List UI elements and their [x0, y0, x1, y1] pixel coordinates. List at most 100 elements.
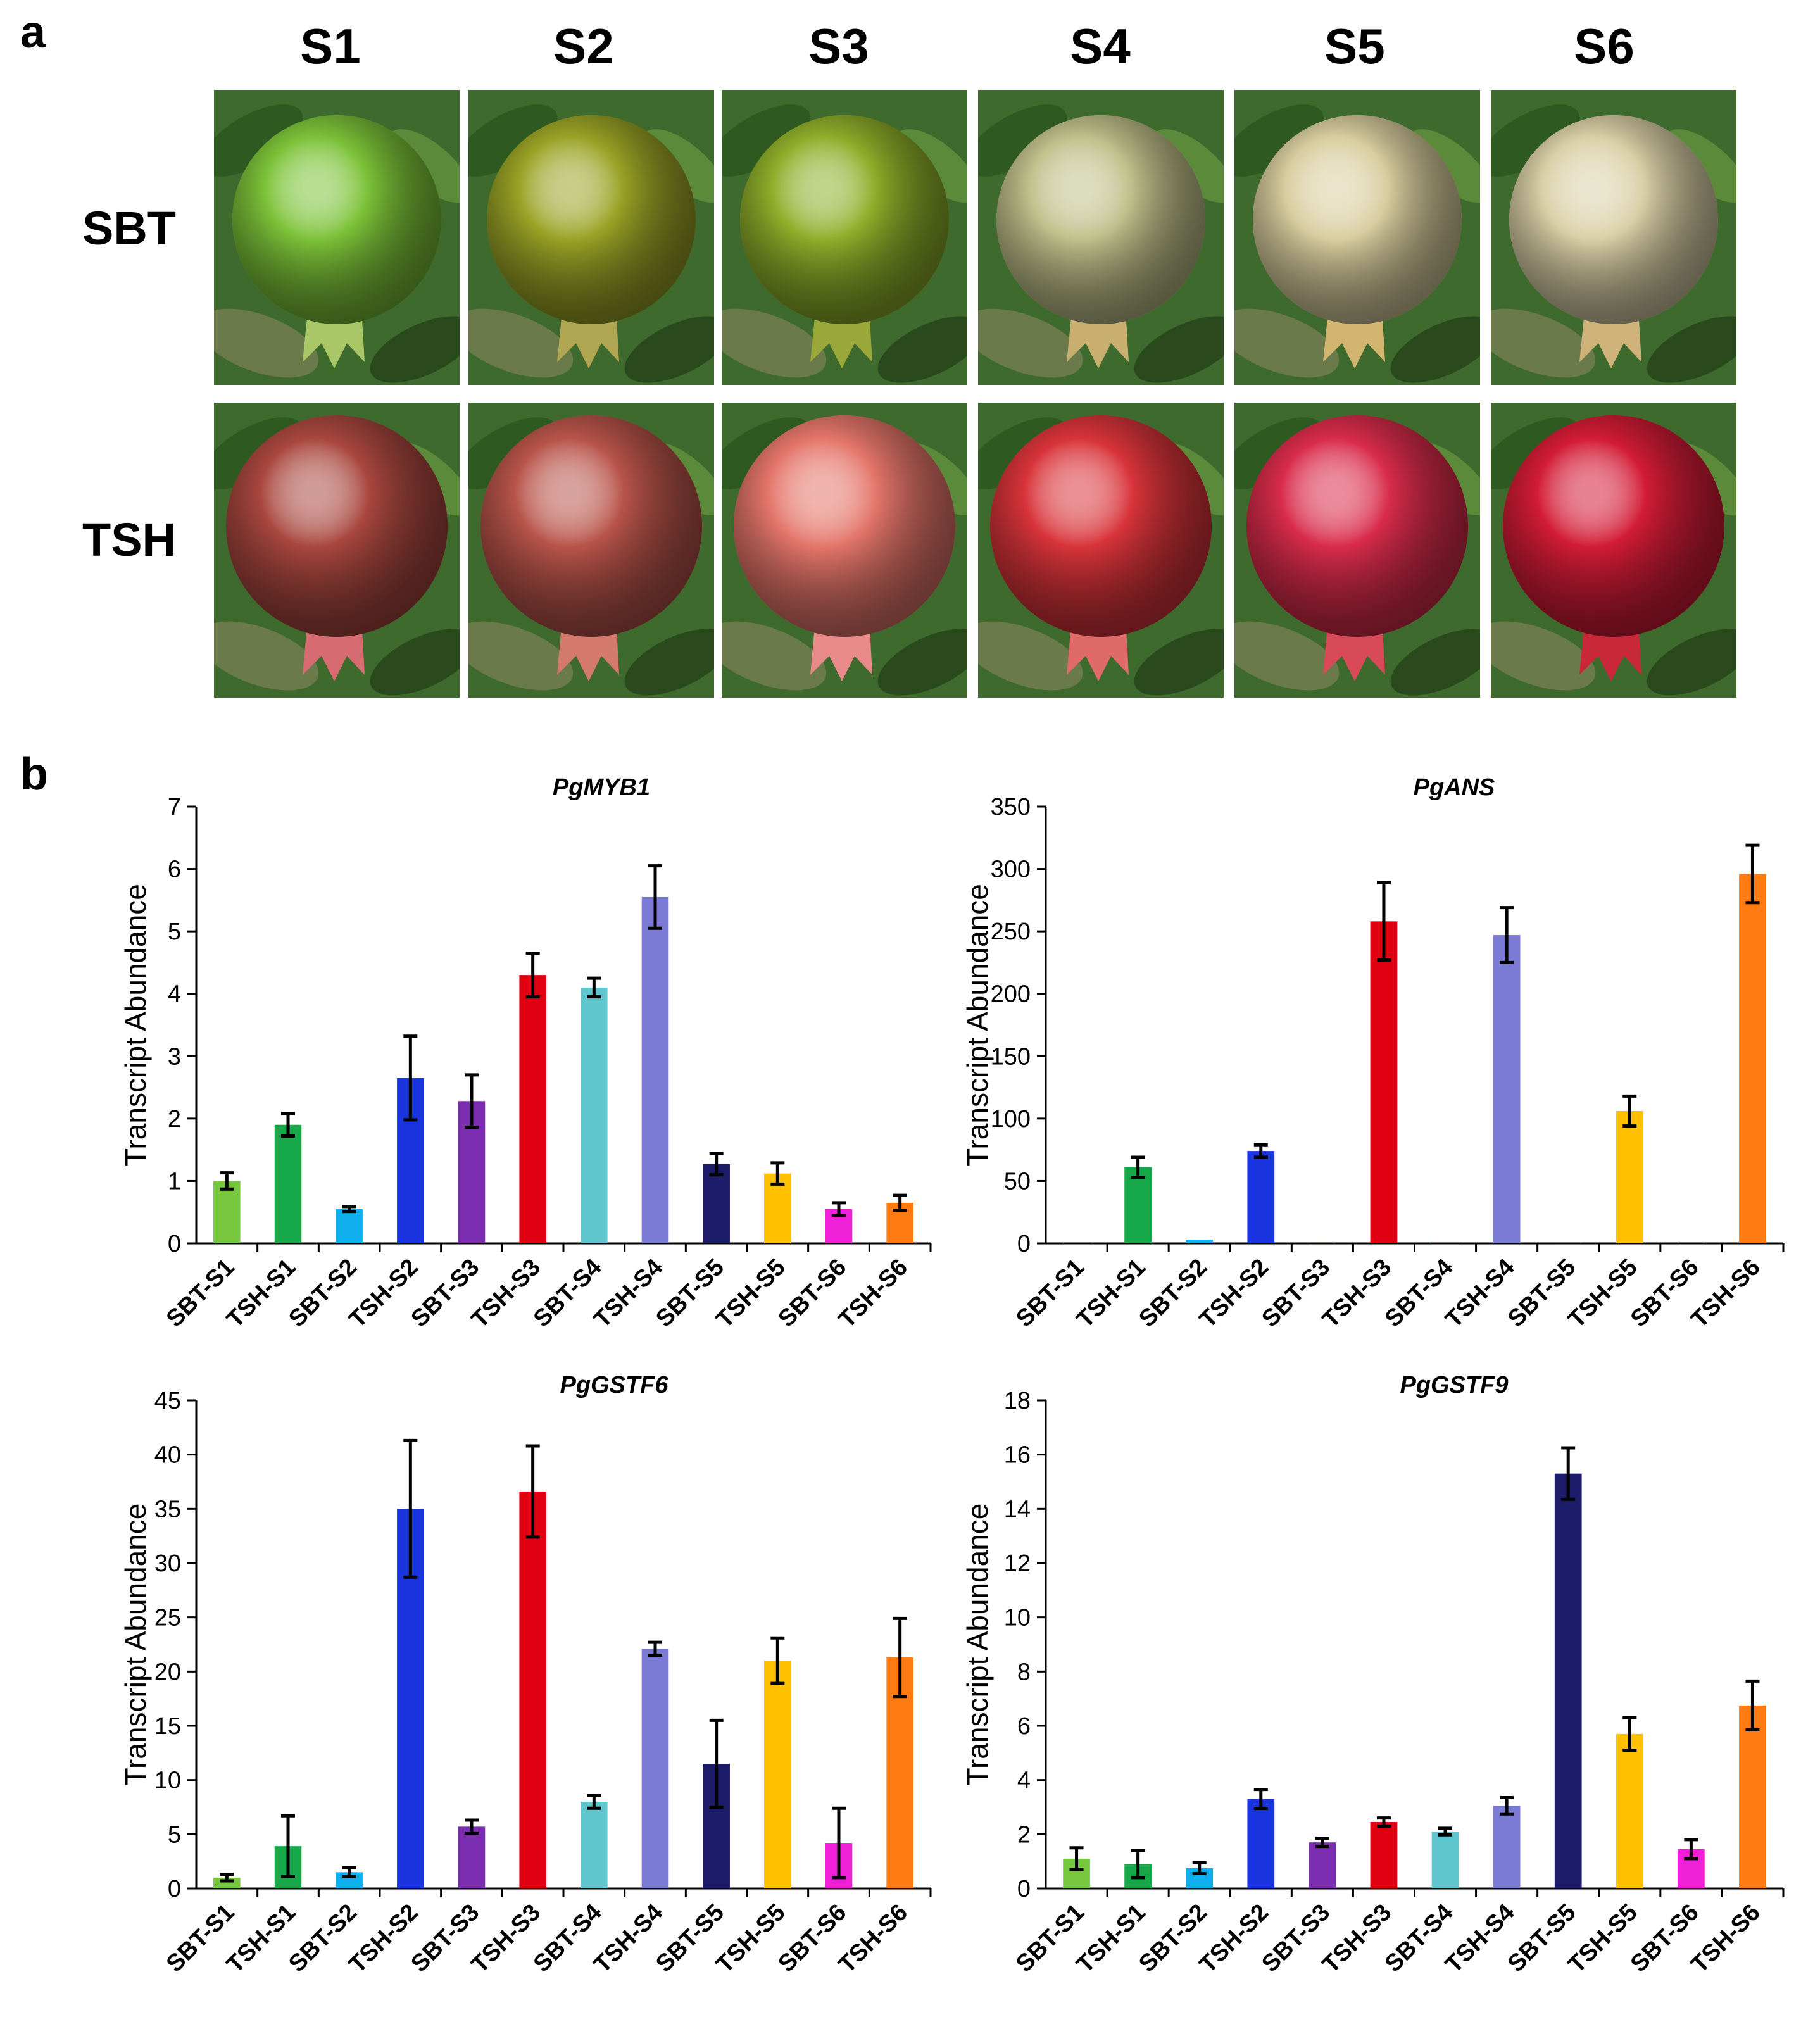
- bar-sbt-s2: [1186, 1240, 1214, 1243]
- fruit-photo-tsh-s2: [468, 403, 714, 698]
- x-tick-label: TSH-S3: [467, 1254, 546, 1333]
- bar-sbt-s2: [336, 1209, 363, 1243]
- y-tick-label: 12: [1004, 1550, 1031, 1577]
- fruit-photo-tsh-s6: [1491, 403, 1736, 698]
- x-tick-label: TSH-S4: [589, 1899, 668, 1978]
- fruit-photo-tsh-s1: [214, 403, 460, 698]
- chart-pgans: PgANS Transcript Abundance 0 50 100 150 200 250…: [961, 774, 1785, 1333]
- bar-tsh-s2: [1247, 1799, 1275, 1888]
- bar-tsh-s4: [1493, 1806, 1521, 1888]
- stage-label-s1: S1: [300, 18, 361, 74]
- fruit-photo-sbt-s4: [978, 90, 1224, 385]
- chart-pggstf9: PgGSTF9 Transcript Abundance 0 2 4 6 8 10 12 14 16…: [961, 1372, 1785, 1978]
- stage-label-s4: S4: [1070, 18, 1131, 74]
- bar-tsh-s3: [1370, 1822, 1398, 1888]
- row-label-sbt: SBT: [82, 202, 176, 254]
- x-tick-label: TSH-S5: [1563, 1254, 1642, 1333]
- y-tick-label: 5: [168, 1821, 181, 1848]
- y-tick-label: 45: [154, 1388, 181, 1414]
- y-axis-label: Transcript Abundance: [119, 884, 152, 1166]
- panel-b-label: b: [20, 749, 48, 800]
- x-tick-label: TSH-S5: [1563, 1899, 1642, 1978]
- y-axis-label: Transcript Abundance: [961, 1504, 994, 1786]
- y-tick-label: 300: [991, 857, 1031, 883]
- bar-tsh-s4: [1493, 935, 1521, 1243]
- x-tick-label: TSH-S6: [1686, 1899, 1766, 1978]
- x-tick-label: TSH-S5: [711, 1899, 790, 1978]
- y-tick-label: 4: [1017, 1768, 1031, 1794]
- y-tick-label: 0: [1017, 1876, 1031, 1902]
- y-tick-label: 16: [1004, 1442, 1031, 1469]
- x-tick-label: TSH-S4: [1440, 1899, 1519, 1978]
- x-tick-label: TSH-S4: [589, 1254, 668, 1333]
- y-tick-label: 2: [1017, 1821, 1031, 1848]
- x-tick-label: TSH-S1: [1072, 1254, 1151, 1333]
- y-tick-label: 50: [1004, 1168, 1031, 1195]
- x-tick-label: TSH-S6: [834, 1254, 913, 1333]
- y-tick-label: 150: [991, 1043, 1031, 1070]
- fruit-photo-sbt-s6: [1491, 90, 1736, 385]
- y-tick-label: 30: [154, 1550, 181, 1577]
- bar-tsh-s5: [1616, 1111, 1643, 1243]
- y-tick-label: 6: [1017, 1713, 1031, 1740]
- x-tick-label: TSH-S1: [222, 1899, 301, 1978]
- x-tick-label: TSH-S2: [344, 1899, 423, 1978]
- bar-sbt-s3: [1309, 1842, 1336, 1888]
- y-tick-label: 14: [1004, 1496, 1031, 1523]
- y-axis-label: Transcript Abundance: [119, 1504, 152, 1786]
- bar-tsh-s5: [764, 1661, 791, 1888]
- x-tick-label: TSH-S5: [711, 1254, 790, 1333]
- bar-sbt-s5: [1554, 1473, 1582, 1888]
- y-tick-label: 25: [154, 1605, 181, 1631]
- y-tick-label: 0: [168, 1231, 181, 1257]
- chart-title: PgGSTF6: [560, 1372, 668, 1398]
- y-tick-label: 10: [1004, 1605, 1031, 1631]
- x-tick-label: TSH-S4: [1440, 1254, 1519, 1333]
- bar-tsh-s1: [274, 1124, 302, 1243]
- chart-pggstf6: PgGSTF6 Transcript Abundance 0 5 10 15 20 25 30 3…: [119, 1372, 932, 1978]
- x-tick-label: TSH-S1: [1072, 1899, 1151, 1978]
- x-tick-label: TSH-S3: [467, 1899, 546, 1978]
- bar-tsh-s4: [641, 1649, 669, 1888]
- y-tick-label: 350: [991, 794, 1031, 820]
- x-tick-label: TSH-S6: [834, 1899, 913, 1978]
- y-tick-label: 15: [154, 1713, 181, 1740]
- stage-label-s5: S5: [1324, 18, 1385, 74]
- bar-sbt-s4: [581, 1801, 608, 1888]
- x-tick-label: TSH-S2: [344, 1254, 423, 1333]
- stage-label-s2: S2: [553, 18, 614, 74]
- y-tick-label: 18: [1004, 1388, 1031, 1414]
- y-tick-label: 2: [168, 1106, 181, 1133]
- stage-label-s3: S3: [808, 18, 869, 74]
- x-tick-label: TSH-S1: [222, 1254, 301, 1333]
- fruit-photo-tsh-s3: [722, 403, 967, 698]
- y-tick-label: 0: [1017, 1231, 1031, 1257]
- y-tick-label: 250: [991, 919, 1031, 945]
- row-label-tsh: TSH: [82, 513, 176, 566]
- x-tick-label: TSH-S3: [1317, 1254, 1396, 1333]
- bar-tsh-s2: [1247, 1151, 1275, 1243]
- bar-tsh-s3: [519, 1491, 546, 1888]
- y-tick-label: 1: [168, 1168, 181, 1195]
- y-tick-label: 40: [154, 1442, 181, 1469]
- bar-sbt-s4: [581, 987, 608, 1243]
- y-tick-label: 6: [168, 857, 181, 883]
- bar-tsh-s5: [1616, 1733, 1643, 1888]
- y-axis-label: Transcript Abundance: [961, 884, 994, 1166]
- y-tick-label: 200: [991, 981, 1031, 1008]
- fruit-photo-tsh-s4: [978, 403, 1224, 698]
- y-tick-label: 4: [168, 981, 181, 1008]
- y-tick-label: 8: [1017, 1659, 1031, 1685]
- y-tick-label: 100: [991, 1106, 1031, 1133]
- y-tick-label: 20: [154, 1659, 181, 1685]
- bar-tsh-s6: [1739, 874, 1766, 1243]
- chart-title: PgGSTF9: [1400, 1372, 1508, 1398]
- x-tick-label: TSH-S3: [1317, 1899, 1396, 1978]
- fruit-photo-sbt-s1: [214, 90, 460, 385]
- x-tick-label: TSH-S2: [1195, 1899, 1274, 1978]
- bar-sbt-s1: [213, 1181, 241, 1243]
- panel-a-label: a: [20, 7, 46, 58]
- fruit-photo-tsh-s5: [1234, 403, 1480, 698]
- y-tick-label: 3: [168, 1043, 181, 1070]
